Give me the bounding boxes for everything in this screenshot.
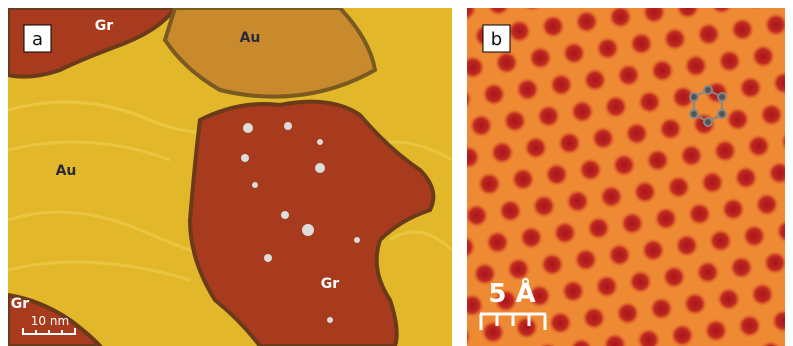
scale-bar-label: 10 nm xyxy=(31,314,69,328)
annotation: Au xyxy=(56,163,77,179)
panel-label: a xyxy=(32,29,43,50)
annotation: Gr xyxy=(95,18,113,34)
panel-label: b xyxy=(491,29,502,50)
figure: a Gr Au Au Gr Gr 10 nm b 5 Å xyxy=(0,0,793,346)
annotation: Au xyxy=(240,30,261,46)
annotation: Gr xyxy=(321,276,339,292)
annotation: Gr xyxy=(11,296,29,312)
scale-bar-label: 5 Å xyxy=(488,277,535,309)
